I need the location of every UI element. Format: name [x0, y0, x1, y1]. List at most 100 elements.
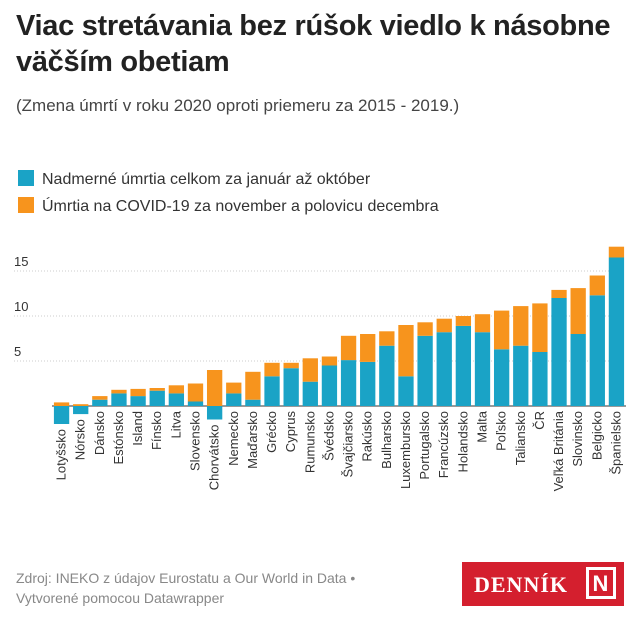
- bar: [360, 361, 376, 406]
- x-tick-label: Lotyšsko: [54, 429, 69, 480]
- bar: [149, 390, 165, 406]
- x-tick-label: Holandsko: [455, 411, 470, 472]
- bar: [608, 246, 625, 258]
- bar: [436, 318, 452, 333]
- source: Zdroj: INEKO z údajov Eurostatu a Our Wo…: [16, 570, 356, 586]
- x-tick-label: Maďarsko: [245, 411, 260, 469]
- bar: [340, 360, 357, 406]
- legend-swatch: [18, 197, 34, 213]
- bar: [551, 298, 567, 406]
- bar: [608, 257, 625, 406]
- x-tick-label: Cyprus: [283, 411, 298, 453]
- bar: [532, 352, 548, 406]
- legend-label: Úmrtia na COVID-19 za november a polovic…: [42, 198, 439, 215]
- bar: [92, 399, 108, 406]
- y-tick-label: 5: [14, 344, 21, 359]
- bar: [532, 303, 548, 352]
- bar: [589, 295, 605, 406]
- x-tick-label: Nórsko: [73, 419, 88, 460]
- bar: [130, 396, 146, 406]
- bar: [589, 275, 605, 296]
- bar: [474, 332, 491, 406]
- bar: [379, 345, 395, 406]
- logo-text: DENNÍK: [474, 572, 569, 597]
- bar: [264, 362, 280, 377]
- x-tick-label: Švajčiarsko: [341, 411, 356, 477]
- chart: 5 10 15 Lotyšsko Nórsko Dánsko Estónsko Island F…: [14, 246, 626, 491]
- bar: [474, 314, 491, 333]
- credit: Vytvorené pomocou Datawrapper: [16, 590, 225, 606]
- bar: [551, 289, 567, 298]
- footer: Zdroj: INEKO z údajov Eurostatu a Our Wo…: [16, 568, 355, 608]
- bar: [417, 335, 433, 406]
- bar: [187, 401, 204, 406]
- x-tick-label: Rakúsko: [360, 411, 375, 462]
- x-tick-label: Litva: [168, 410, 183, 438]
- x-tick-label: Dánsko: [92, 411, 107, 455]
- bar: [53, 406, 70, 424]
- bar: [379, 331, 395, 346]
- x-tick-label: Bulharsko: [379, 411, 394, 469]
- bar: [187, 383, 204, 402]
- legend-item: Úmrtia na COVID-19 za november a polovic…: [18, 197, 439, 216]
- x-tick-label: Slovensko: [188, 411, 203, 471]
- x-tick-label: Portugalsko: [417, 411, 432, 480]
- bar: [168, 393, 185, 406]
- bar: [226, 382, 242, 394]
- bar: [73, 404, 89, 406]
- legend-item: Nadmerné úmrtia celkom za január až októ…: [18, 170, 370, 189]
- x-tick-label: Poľsko: [494, 411, 509, 451]
- bar: [302, 358, 318, 382]
- x-tick-label: Malta: [475, 410, 490, 443]
- bar: [283, 368, 299, 406]
- bar: [53, 402, 70, 406]
- bar: [455, 316, 472, 326]
- x-tick-label: Chorvátsko: [207, 425, 222, 491]
- chart-subtitle: (Zmena úmrtí v roku 2020 oproti priemeru…: [16, 96, 460, 115]
- x-tick-label: Belgicko: [589, 411, 604, 460]
- bar: [168, 385, 185, 394]
- x-tick-label: Nemecko: [226, 411, 241, 466]
- bar: [493, 310, 510, 350]
- bar: [321, 356, 338, 366]
- x-tick-label: Francúzsko: [436, 411, 451, 478]
- x-tick-label: Taliansko: [513, 411, 528, 465]
- bar: [340, 335, 357, 361]
- bar: [570, 334, 586, 406]
- bar: [360, 334, 376, 362]
- x-tick-label: Rumunsko: [302, 411, 317, 473]
- bar: [513, 306, 529, 346]
- x-tick-label: Fínsko: [149, 411, 164, 450]
- x-tick-label: Luxembursko: [398, 411, 413, 489]
- bar: [130, 388, 146, 397]
- y-tick-label: 15: [14, 254, 28, 269]
- bar: [111, 393, 127, 406]
- logo: DENNÍK N: [462, 562, 624, 606]
- bar: [570, 288, 586, 334]
- bar: [436, 332, 452, 406]
- bar: [417, 322, 433, 336]
- x-tick-label: Španielsko: [608, 411, 623, 475]
- bar: [73, 406, 89, 415]
- x-tick-label: Estónsko: [111, 411, 126, 464]
- legend-swatch: [18, 170, 34, 186]
- bar: [245, 399, 261, 406]
- x-tick-label: ČR: [532, 411, 547, 430]
- bar: [92, 396, 108, 400]
- bar: [264, 376, 280, 406]
- bar: [111, 389, 127, 394]
- bar: [149, 388, 165, 391]
- bar: [455, 325, 472, 406]
- x-tick-label: Veľká Británia: [551, 410, 566, 491]
- bar: [493, 349, 510, 406]
- x-tick-label: Island: [130, 411, 145, 446]
- bar: [398, 325, 414, 377]
- bar: [321, 365, 338, 406]
- y-tick-label: 10: [14, 299, 28, 314]
- header: Viac stretávania bez rúšok viedlo k náso…: [16, 8, 616, 116]
- bar: [283, 362, 299, 369]
- bar: [206, 370, 223, 406]
- bar: [245, 371, 261, 400]
- bar: [206, 406, 223, 420]
- x-tick-label: Grécko: [264, 411, 279, 453]
